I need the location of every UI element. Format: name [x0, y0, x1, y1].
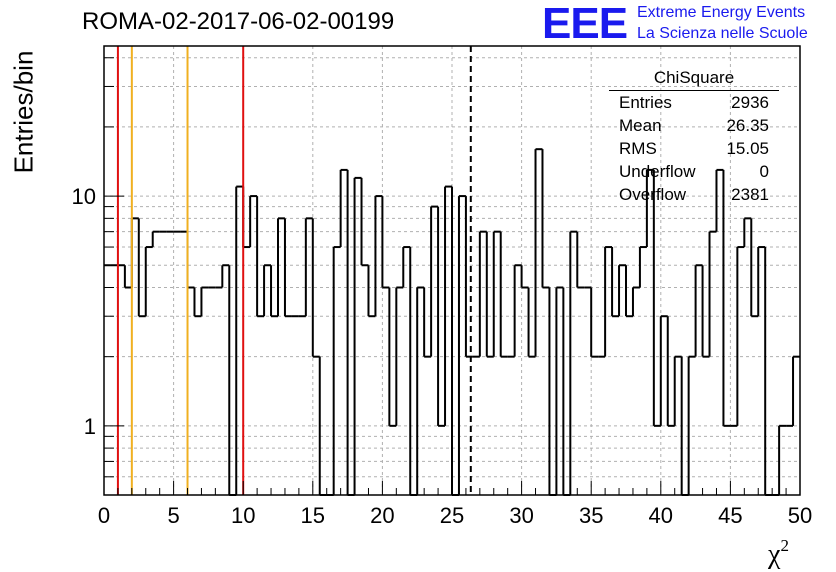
- histogram-series: [104, 148, 800, 496]
- x-tick-label: 35: [579, 503, 603, 528]
- y-tick-label: 1: [84, 414, 96, 439]
- x-tick-label: 0: [98, 503, 110, 528]
- x-axis-label-exponent: 2: [780, 536, 789, 555]
- y-axis-label: Entries/bin: [8, 50, 39, 174]
- x-tick-label: 45: [718, 503, 742, 528]
- y-tick-label: 10: [72, 184, 96, 209]
- stats-row-mean: Mean 26.35: [609, 114, 779, 137]
- x-tick-label: 40: [649, 503, 673, 528]
- x-tick-label: 10: [231, 503, 255, 528]
- x-axis-label: χ2: [768, 536, 789, 571]
- eee-logo: EEE: [542, 0, 628, 48]
- stats-box: ChiSquare Entries 2936 Mean 26.35 RMS 15…: [609, 66, 779, 206]
- x-axis-label-symbol: χ: [768, 539, 781, 570]
- x-tick-label: 20: [370, 503, 394, 528]
- stats-label: Mean: [619, 116, 662, 135]
- marker-lines: [116, 46, 472, 495]
- stats-row-entries: Entries 2936: [609, 91, 779, 114]
- branding-line-1: Extreme Energy Events: [637, 4, 806, 21]
- x-tick-label: 5: [167, 503, 179, 528]
- stats-row-rms: RMS 15.05: [609, 137, 779, 160]
- chart-title: ROMA-02-2017-06-02-00199: [82, 8, 395, 35]
- stats-value: 0: [759, 162, 769, 181]
- stats-value: 15.05: [726, 139, 769, 158]
- axis-ticks: [103, 57, 801, 496]
- stats-value: 2936: [731, 93, 769, 112]
- stats-row-underflow: Underflow 0: [609, 160, 779, 183]
- stats-value: 26.35: [726, 116, 769, 135]
- stats-label: Overflow: [619, 185, 687, 204]
- stats-value: 2381: [731, 185, 769, 204]
- x-tick-label: 15: [301, 503, 325, 528]
- stats-row-overflow: Overflow 2381: [609, 183, 779, 206]
- x-tick-label: 25: [440, 503, 464, 528]
- x-tick-label: 30: [509, 503, 533, 528]
- stats-label: Underflow: [619, 162, 696, 181]
- tick-labels: 0 5 10 15 20 25 30 35 40 45 50 1 10: [72, 184, 813, 528]
- stats-title: ChiSquare: [609, 66, 779, 91]
- stats-label: Entries: [619, 93, 672, 112]
- stats-label: RMS: [619, 139, 657, 158]
- x-tick-label: 50: [788, 503, 812, 528]
- branding-line-2: La Scienza nelle Scuole: [637, 25, 808, 42]
